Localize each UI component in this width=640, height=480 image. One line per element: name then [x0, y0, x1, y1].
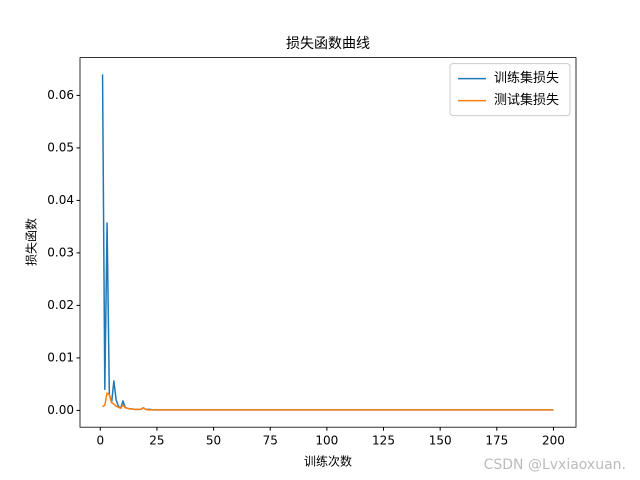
- x-tick-label: 0: [96, 434, 104, 448]
- y-tick-label: 0.01: [47, 350, 74, 364]
- x-tick-label: 175: [485, 434, 508, 448]
- axes-frame: [79, 57, 577, 428]
- x-axis-label: 训练次数: [304, 454, 352, 469]
- x-tick-label: 150: [429, 434, 452, 448]
- y-tick-label: 0.06: [47, 88, 74, 102]
- y-tick-label: 0.05: [47, 140, 74, 154]
- x-tick-label: 200: [542, 434, 565, 448]
- legend-box: [449, 63, 571, 117]
- series-line: [102, 392, 554, 411]
- y-tick-label: 0.03: [47, 245, 74, 259]
- x-tick-label: 125: [372, 434, 395, 448]
- y-axis-label: 损失函数: [24, 218, 39, 266]
- x-tick-label: 75: [263, 434, 278, 448]
- y-tick-label: 0.04: [47, 193, 74, 207]
- x-tick-label: 100: [315, 434, 338, 448]
- watermark: CSDN @Lvxiaoxuan.: [484, 457, 626, 473]
- legend-label: 测试集损失: [494, 92, 559, 108]
- x-tick-label: 25: [149, 434, 164, 448]
- y-tick-label: 0.00: [47, 403, 74, 417]
- legend-label: 训练集损失: [494, 70, 559, 86]
- x-tick-label: 50: [206, 434, 221, 448]
- y-tick-label: 0.02: [47, 298, 74, 312]
- chart-title: 损失函数曲线: [286, 36, 370, 52]
